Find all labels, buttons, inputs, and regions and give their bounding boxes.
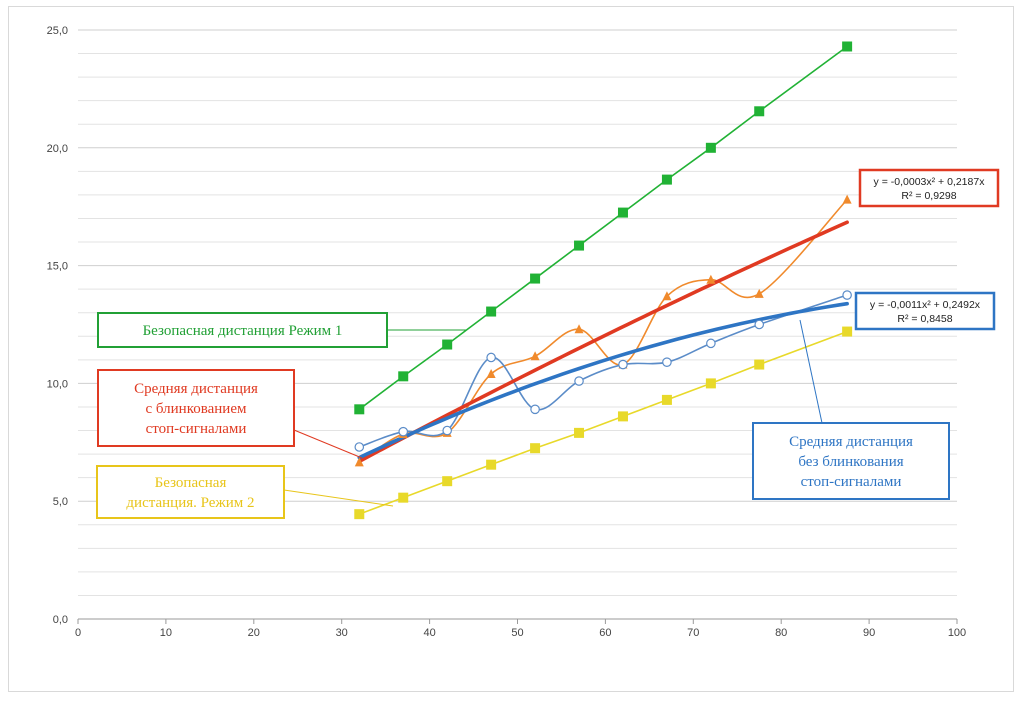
blink_label-text: Средняя дистанция (134, 381, 258, 397)
data-point-safe2 (754, 359, 765, 370)
data-point-noblink (662, 357, 672, 367)
x-tick-label: 100 (948, 627, 966, 639)
data-point-blink (842, 194, 852, 204)
data-point-safe2 (530, 443, 541, 454)
x-tick-label: 10 (160, 627, 172, 639)
trend_blink (357, 220, 849, 464)
data-point-safe2 (705, 378, 716, 389)
blink_label-leader (293, 429, 363, 459)
noblink_label-text: без блинкования (798, 454, 903, 470)
y-tick-label: 0,0 (53, 614, 68, 626)
data-point-blink (354, 457, 364, 467)
eq_blink-box (858, 168, 1000, 208)
eq_noblink-r2: R² = 0,8458 (897, 313, 952, 325)
data-point-safe2 (354, 509, 365, 520)
data-point-noblink (486, 352, 496, 363)
data-point-safe2 (574, 427, 585, 438)
data-point-safe2 (661, 394, 672, 405)
data-point-safe2 (442, 476, 453, 487)
x-tick-label: 50 (511, 627, 523, 639)
series-line-blink (358, 199, 848, 463)
data-point-blink (662, 291, 672, 301)
data-point-noblink (442, 425, 452, 436)
safe2_label-leader (283, 489, 394, 507)
data-point-safe2 (398, 492, 409, 503)
noblink_label-box (752, 422, 950, 500)
safe1_label-box (97, 312, 388, 348)
data-point-safe1 (442, 339, 453, 350)
data-point-noblink (530, 404, 540, 415)
data-point-safe1 (354, 404, 365, 415)
data-point-safe2 (842, 326, 853, 337)
eq_blink-equation: y = -0,0003x² + 0,2187x (874, 176, 986, 188)
safe2_label-box (96, 465, 285, 519)
data-point-noblink (618, 359, 628, 370)
data-point-noblink (754, 319, 765, 330)
data-point-safe2 (486, 459, 497, 470)
data-point-blink (574, 324, 584, 334)
blink_label-text: стоп-сигналами (146, 421, 247, 437)
data-point-noblink (354, 442, 365, 452)
data-point-safe1 (617, 207, 628, 218)
eq_noblink-box (854, 291, 996, 331)
safe1_label-text: Безопасная дистанция Режим 1 (143, 323, 343, 339)
data-point-safe1 (398, 371, 409, 382)
data-point-safe1 (705, 142, 716, 153)
data-point-safe1 (574, 240, 585, 251)
data-point-safe2 (617, 411, 628, 422)
data-point-safe1 (486, 306, 497, 317)
noblink_label-leader (799, 319, 823, 424)
y-tick-label: 20,0 (47, 143, 68, 155)
data-point-blink (530, 351, 540, 361)
eq_noblink-equation: y = -0,0011x² + 0,2492x (870, 299, 981, 311)
data-point-blink (486, 368, 496, 378)
x-tick-label: 20 (248, 627, 260, 639)
x-tick-label: 40 (423, 627, 435, 639)
safe2_label-text: Безопасная (155, 475, 227, 491)
safe2_label-text: дистанция. Режим 2 (126, 495, 254, 511)
x-tick-label: 30 (336, 627, 348, 639)
data-point-safe1 (661, 174, 672, 185)
blink_label-box (97, 369, 295, 447)
chart-frame (8, 6, 1014, 692)
x-tick-label: 0 (75, 627, 81, 639)
y-tick-label: 15,0 (47, 261, 68, 273)
x-tick-label: 70 (687, 627, 699, 639)
data-point-blink (706, 274, 716, 284)
noblink_label-text: Средняя дистанция (789, 434, 913, 450)
data-point-noblink (574, 376, 584, 386)
trend_noblink (357, 301, 849, 460)
x-tick-label: 90 (863, 627, 875, 639)
data-point-safe1 (530, 273, 541, 284)
data-point-safe1 (842, 41, 853, 52)
y-tick-label: 25,0 (47, 25, 68, 37)
noblink_label-text: стоп-сигналами (801, 474, 902, 490)
data-point-safe1 (754, 106, 765, 117)
data-point-noblink (842, 290, 852, 300)
eq_blink-r2: R² = 0,9298 (901, 190, 956, 202)
y-tick-label: 5,0 (53, 496, 68, 508)
blink_label-text: с блинкованием (146, 401, 247, 417)
data-point-noblink (398, 426, 409, 437)
data-point-blink (754, 288, 764, 298)
y-tick-label: 10,0 (47, 378, 68, 390)
x-tick-label: 80 (775, 627, 787, 639)
data-point-noblink (706, 338, 716, 349)
x-tick-label: 60 (599, 627, 611, 639)
